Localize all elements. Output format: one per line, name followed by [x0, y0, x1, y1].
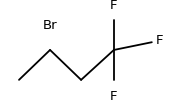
- Text: F: F: [155, 34, 163, 47]
- Text: F: F: [110, 89, 118, 102]
- Text: F: F: [110, 0, 118, 12]
- Text: Br: Br: [43, 19, 57, 32]
